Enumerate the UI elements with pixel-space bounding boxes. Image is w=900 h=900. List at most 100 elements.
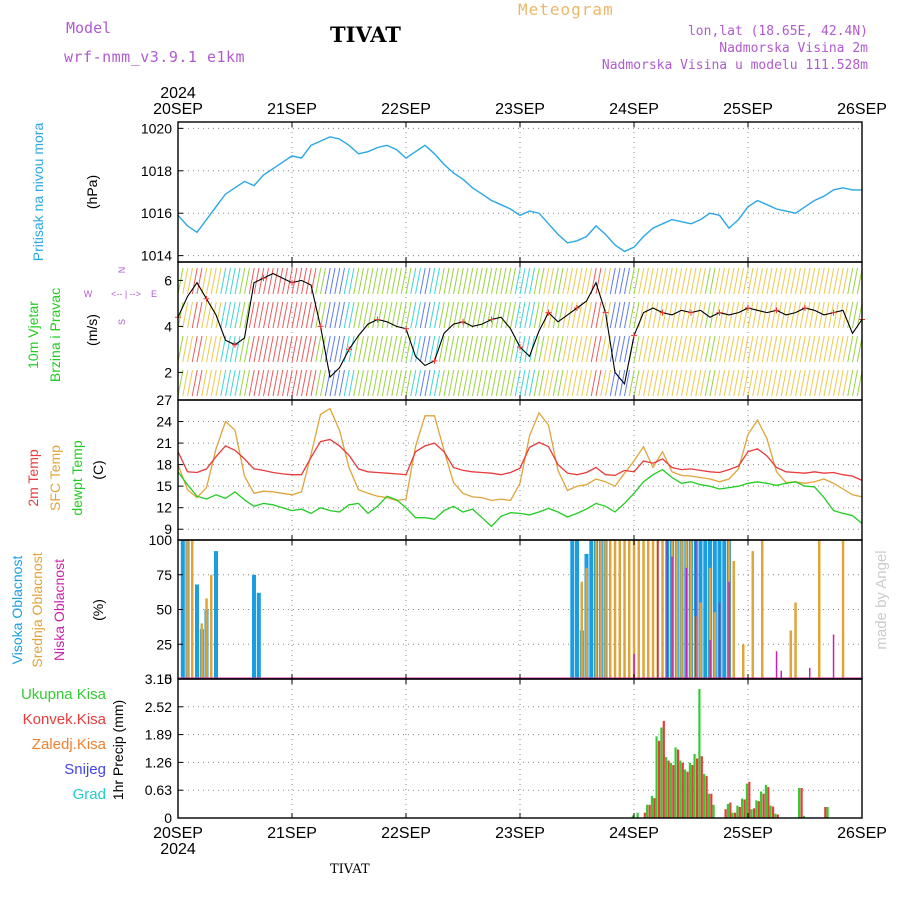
cloud-bar-low	[685, 567, 687, 679]
wind-barb	[500, 301, 507, 329]
wind-barb	[738, 369, 744, 397]
wind-barb	[619, 301, 626, 329]
precip-legend-0: Ukupna Kisa	[21, 686, 107, 703]
wind-barb	[405, 267, 412, 295]
wind-barb	[671, 267, 678, 295]
y-tick-label: 25	[156, 636, 172, 652]
wind-barb	[533, 369, 540, 397]
temp-2m-line	[177, 438, 863, 481]
wind-barb	[638, 301, 645, 329]
wind-barb	[263, 369, 269, 397]
wind-barb	[567, 369, 573, 397]
wind-barb	[481, 335, 488, 363]
wind-barb	[619, 335, 626, 363]
precip-bar-total	[750, 809, 753, 818]
y-tick-label: 4	[164, 318, 172, 334]
wind-barb	[657, 267, 664, 295]
wind-barb	[443, 301, 450, 329]
wind-barb	[776, 267, 782, 295]
wind-barb	[662, 301, 668, 329]
chart-data-layer	[175, 136, 865, 818]
wind-barb	[842, 369, 849, 397]
wind-barb	[685, 301, 692, 329]
wind-barb	[377, 369, 383, 397]
wind-dir-south: S	[117, 319, 127, 325]
wind-barb	[448, 335, 455, 363]
wind-barb	[614, 335, 621, 363]
wind-barb	[738, 335, 744, 363]
cloud-bar-mid	[651, 540, 655, 679]
wind-barb	[367, 335, 374, 363]
cloud-bar-low	[832, 634, 835, 679]
wind-barb	[443, 369, 450, 397]
precip-bar-convective	[672, 765, 675, 818]
y-tick-label: 2	[164, 364, 172, 380]
wind-barb	[752, 335, 759, 363]
wind-barb	[514, 335, 521, 363]
cloud-bar-mid	[604, 540, 607, 679]
wind-barb	[201, 267, 208, 295]
cloud-bar-low	[666, 540, 668, 679]
wind-barb	[790, 267, 797, 295]
cloud-bar-mid	[789, 630, 792, 679]
precip-bar-total	[769, 805, 772, 818]
wind-barb	[505, 335, 512, 363]
meteogram-title: Meteogram	[518, 0, 614, 19]
wind-barb	[177, 335, 184, 363]
wind-barb	[576, 369, 583, 397]
wind-barb	[823, 301, 830, 329]
precip-bar-total	[707, 793, 710, 818]
model-name: wrf-nmm_v3.9.1 e1km	[64, 48, 246, 66]
y-tick-label: 75	[156, 567, 172, 583]
cloud-bar-mid	[708, 567, 712, 679]
wind-barb	[795, 335, 801, 363]
wind-barb	[248, 369, 255, 397]
wind-barb	[624, 335, 630, 363]
wind-barb	[605, 267, 611, 295]
precip-bar-total	[755, 800, 758, 818]
wind-barb	[472, 301, 478, 329]
top-year-label: 2024	[160, 85, 196, 102]
wind-barb	[633, 369, 640, 397]
wind-barb	[766, 267, 773, 295]
wind-barb	[329, 267, 336, 295]
cloud-bar-mid	[628, 540, 631, 679]
wind-barb	[358, 335, 364, 363]
wind-barb	[581, 335, 588, 363]
cloud-bar-low	[633, 654, 635, 679]
wind-barb	[609, 335, 616, 363]
wind-dir-east: E	[151, 289, 157, 299]
wind-barb	[182, 335, 189, 363]
wind-barb	[210, 335, 217, 363]
wind-barb	[543, 267, 550, 295]
wind-barb	[538, 267, 545, 295]
wind-barb	[215, 335, 222, 363]
wind-barb	[339, 301, 345, 329]
wind-barb	[733, 301, 740, 329]
cloud-bar-mid	[732, 560, 735, 679]
wind-dir-west: W	[84, 289, 93, 299]
y-tick-label: 1018	[141, 163, 172, 179]
wind-barb	[196, 369, 203, 397]
wind-barb	[396, 301, 402, 329]
wind-barb	[776, 301, 782, 329]
precip-bar-convective	[776, 814, 779, 818]
precip-axis-title: 1hr Precip (mm)	[110, 700, 126, 800]
wind-barb	[543, 301, 550, 329]
wind-barb	[491, 267, 497, 295]
y-tick-label: 100	[149, 532, 173, 548]
y-tick-label: 24	[156, 414, 172, 430]
wind-barb	[643, 267, 649, 295]
wind-barb	[695, 335, 702, 363]
wind-barb	[495, 267, 502, 295]
wind-barb	[182, 369, 189, 397]
wind-barb	[244, 369, 250, 397]
y-tick-label: 1016	[141, 205, 172, 221]
wind-barb	[533, 335, 540, 363]
wind-barb	[320, 301, 326, 329]
cloud-bar-high	[570, 540, 575, 679]
wind-barb	[187, 369, 193, 397]
wind-barb	[519, 301, 526, 329]
wind-barb	[552, 301, 559, 329]
wind-barb	[719, 335, 725, 363]
